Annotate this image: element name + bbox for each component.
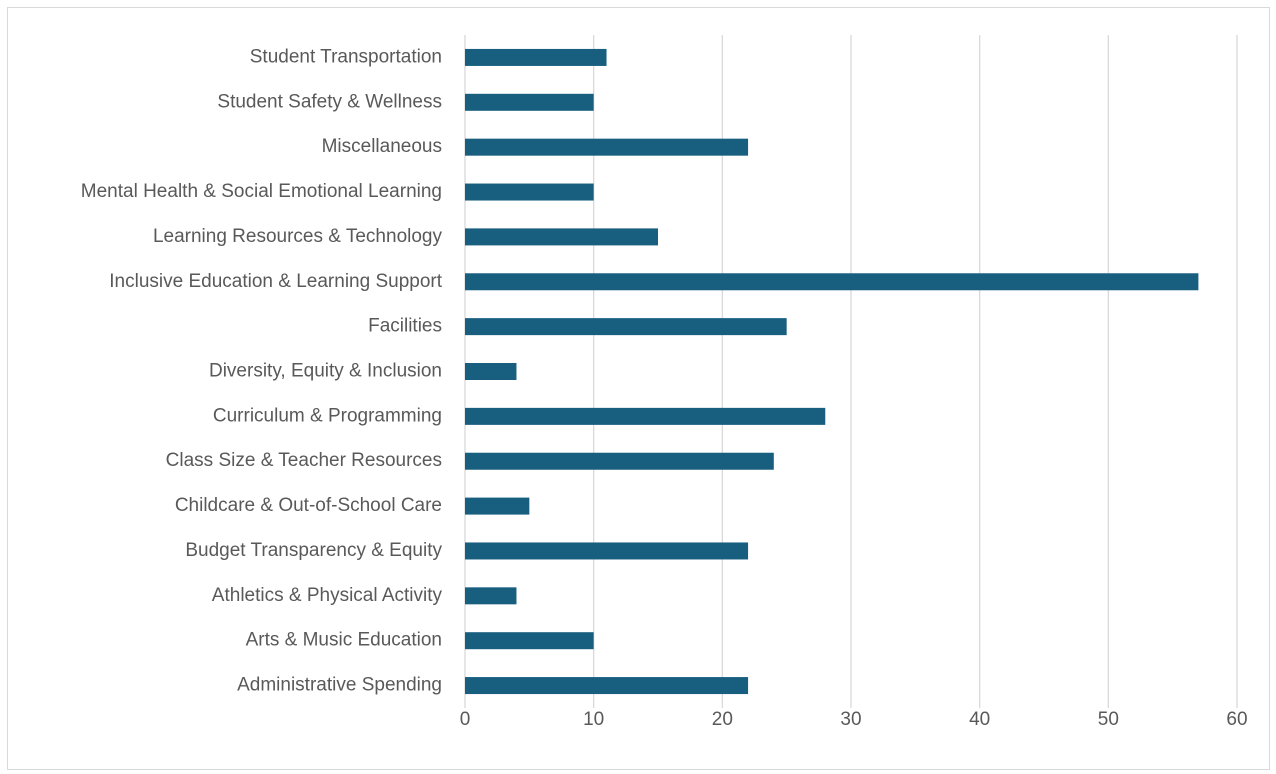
- y-tick-label: Childcare & Out-of-School Care: [175, 495, 442, 516]
- bar: [465, 542, 749, 560]
- bar: [465, 93, 594, 111]
- bar: [465, 273, 1199, 291]
- bar: [465, 497, 530, 515]
- y-tick-label: Diversity, Equity & Inclusion: [209, 361, 442, 382]
- bar: [465, 452, 774, 470]
- y-tick-label: Administrative Spending: [237, 675, 442, 696]
- x-tick-label: 60: [1226, 709, 1247, 730]
- y-tick-label: Athletics & Physical Activity: [212, 585, 443, 606]
- chart-border: [7, 7, 1270, 770]
- y-tick-label: Class Size & Teacher Resources: [166, 450, 442, 471]
- y-tick-label: Mental Health & Social Emotional Learnin…: [81, 181, 442, 202]
- x-tick-label: 50: [1098, 709, 1119, 730]
- x-tick-label: 10: [583, 709, 604, 730]
- bar: [465, 48, 607, 66]
- x-tick-label: 30: [840, 709, 861, 730]
- y-tick-label: Inclusive Education & Learning Support: [109, 271, 442, 292]
- bar: [465, 407, 826, 425]
- y-tick-label: Learning Resources & Technology: [153, 226, 443, 247]
- x-tick-label: 40: [969, 709, 990, 730]
- y-tick-label: Arts & Music Education: [246, 630, 442, 651]
- x-tick-label: 0: [460, 709, 471, 730]
- bar: [465, 228, 658, 246]
- bar: [465, 587, 517, 605]
- y-tick-label: Facilities: [368, 316, 442, 337]
- bar: [465, 632, 594, 650]
- x-tick-label: 20: [712, 709, 733, 730]
- bar: [465, 138, 749, 156]
- y-tick-label: Miscellaneous: [322, 136, 442, 157]
- bar: [465, 363, 517, 380]
- y-tick-label: Budget Transparency & Equity: [185, 540, 442, 561]
- y-tick-label: Student Safety & Wellness: [217, 91, 442, 112]
- y-tick-label: Curriculum & Programming: [213, 405, 442, 426]
- bar: [465, 183, 594, 201]
- bar: [465, 318, 787, 336]
- y-tick-label: Student Transportation: [250, 46, 442, 67]
- bar: [465, 677, 749, 695]
